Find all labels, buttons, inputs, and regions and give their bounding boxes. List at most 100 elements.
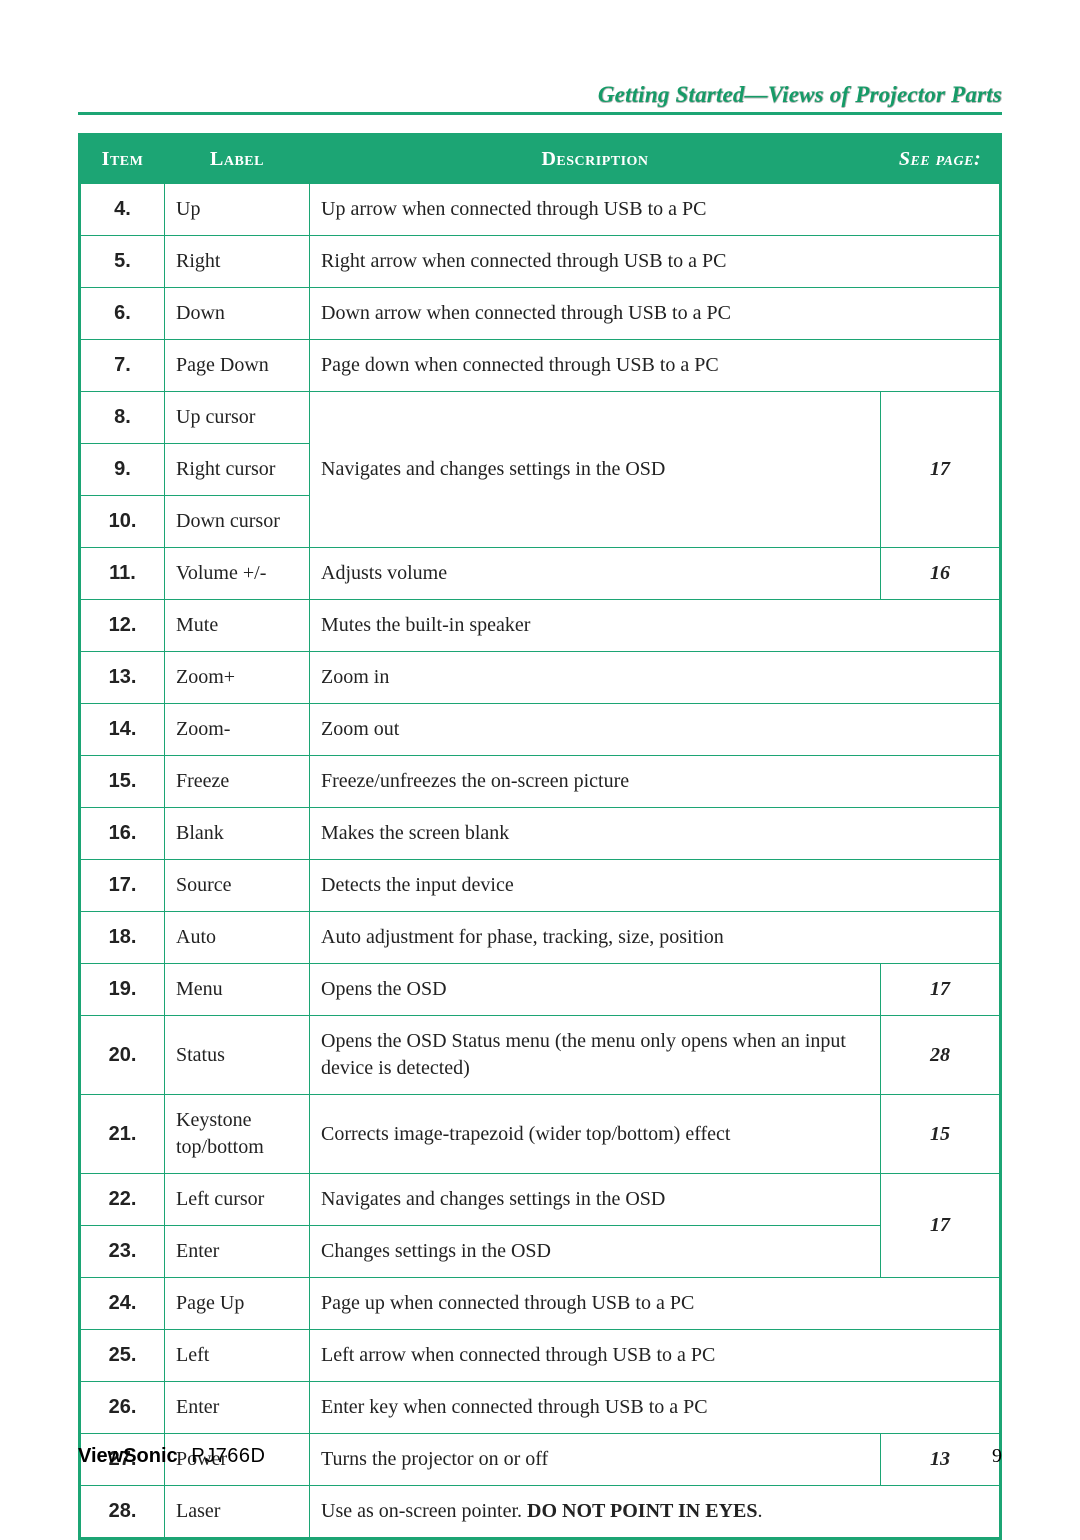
table-row: 14. Zoom- Zoom out	[80, 704, 1001, 756]
cell-desc: Page up when connected through USB to a …	[310, 1278, 1001, 1330]
cell-desc: Up arrow when connected through USB to a…	[310, 184, 1001, 236]
table-row: 7. Page Down Page down when connected th…	[80, 340, 1001, 392]
footer-brand: ViewSonic	[78, 1445, 178, 1467]
footer-page-number: 9	[992, 1445, 1002, 1468]
cell-label: Mute	[165, 600, 310, 652]
cell-page: 17	[881, 1174, 1001, 1278]
table-row: 16. Blank Makes the screen blank	[80, 808, 1001, 860]
cell-label: Down cursor	[165, 496, 310, 548]
cell-label: Blank	[165, 808, 310, 860]
table-row: 4. Up Up arrow when connected through US…	[80, 184, 1001, 236]
desc-warning: DO NOT POINT IN EYES	[527, 1500, 757, 1522]
cell-desc: Opens the OSD Status menu (the menu only…	[310, 1016, 881, 1095]
table-row: 24. Page Up Page up when connected throu…	[80, 1278, 1001, 1330]
table-header-row: Item Label Description See page:	[80, 135, 1001, 184]
footer-left: ViewSonic PJ766D	[78, 1445, 265, 1468]
cell-item: 22.	[80, 1174, 165, 1226]
cell-item: 25.	[80, 1330, 165, 1382]
cell-label: Enter	[165, 1382, 310, 1434]
cell-item: 9.	[80, 444, 165, 496]
cell-label: Enter	[165, 1226, 310, 1278]
col-header-item: Item	[80, 135, 165, 184]
page-footer: ViewSonic PJ766D 9	[78, 1445, 1002, 1468]
footer-model: PJ766D	[191, 1445, 265, 1467]
cell-label: Right cursor	[165, 444, 310, 496]
cell-desc: Navigates and changes settings in the OS…	[310, 392, 881, 548]
cell-desc: Adjusts volume	[310, 548, 881, 600]
cell-label: Up cursor	[165, 392, 310, 444]
table-row: 20. Status Opens the OSD Status menu (th…	[80, 1016, 1001, 1095]
cell-label: Zoom+	[165, 652, 310, 704]
section-title: Getting Started—Views of Projector Parts	[78, 82, 1002, 112]
cell-item: 10.	[80, 496, 165, 548]
cell-desc: Mutes the built-in speaker	[310, 600, 1001, 652]
cell-label: Laser	[165, 1486, 310, 1539]
cell-item: 17.	[80, 860, 165, 912]
section-divider	[78, 112, 1002, 115]
cell-item: 6.	[80, 288, 165, 340]
cell-desc: Detects the input device	[310, 860, 1001, 912]
cell-label: Freeze	[165, 756, 310, 808]
table-row: 5. Right Right arrow when connected thro…	[80, 236, 1001, 288]
table-row: 17. Source Detects the input device	[80, 860, 1001, 912]
cell-item: 28.	[80, 1486, 165, 1539]
desc-suffix: .	[757, 1500, 762, 1522]
cell-label: Left	[165, 1330, 310, 1382]
cell-page: 16	[881, 548, 1001, 600]
col-header-seepage: See page:	[881, 135, 1001, 184]
cell-desc: Navigates and changes settings in the OS…	[310, 1174, 881, 1226]
cell-page: 15	[881, 1095, 1001, 1174]
cell-item: 11.	[80, 548, 165, 600]
table-row: 8. Up cursor Navigates and changes setti…	[80, 392, 1001, 444]
table-row: 18. Auto Auto adjustment for phase, trac…	[80, 912, 1001, 964]
table-row: 26. Enter Enter key when connected throu…	[80, 1382, 1001, 1434]
table-row: 25. Left Left arrow when connected throu…	[80, 1330, 1001, 1382]
table-row: 12. Mute Mutes the built-in speaker	[80, 600, 1001, 652]
cell-desc: Enter key when connected through USB to …	[310, 1382, 1001, 1434]
col-header-description: Description	[310, 135, 881, 184]
cell-item: 16.	[80, 808, 165, 860]
table-row: 23. Enter Changes settings in the OSD	[80, 1226, 1001, 1278]
cell-item: 19.	[80, 964, 165, 1016]
cell-page: 28	[881, 1016, 1001, 1095]
cell-label: Right	[165, 236, 310, 288]
cell-item: 5.	[80, 236, 165, 288]
cell-label: Keystone top/bottom	[165, 1095, 310, 1174]
table-row: 15. Freeze Freeze/unfreezes the on-scree…	[80, 756, 1001, 808]
cell-label: Status	[165, 1016, 310, 1095]
cell-desc: Use as on-screen pointer. DO NOT POINT I…	[310, 1486, 1001, 1539]
cell-page: 17	[881, 392, 1001, 548]
cell-label: Left cursor	[165, 1174, 310, 1226]
table-row: 28. Laser Use as on-screen pointer. DO N…	[80, 1486, 1001, 1539]
table-row: 21. Keystone top/bottom Corrects image-t…	[80, 1095, 1001, 1174]
cell-label: Menu	[165, 964, 310, 1016]
cell-item: 12.	[80, 600, 165, 652]
cell-desc: Page down when connected through USB to …	[310, 340, 1001, 392]
section-title-text: Getting Started—Views of Projector Parts	[598, 82, 1002, 107]
cell-item: 7.	[80, 340, 165, 392]
cell-item: 26.	[80, 1382, 165, 1434]
table-row: 13. Zoom+ Zoom in	[80, 652, 1001, 704]
table-row: 11. Volume +/- Adjusts volume 16	[80, 548, 1001, 600]
cell-item: 14.	[80, 704, 165, 756]
cell-desc: Zoom in	[310, 652, 1001, 704]
cell-desc: Right arrow when connected through USB t…	[310, 236, 1001, 288]
cell-desc: Corrects image-trapezoid (wider top/bott…	[310, 1095, 881, 1174]
table-row: 22. Left cursor Navigates and changes se…	[80, 1174, 1001, 1226]
cell-item: 18.	[80, 912, 165, 964]
cell-desc: Left arrow when connected through USB to…	[310, 1330, 1001, 1382]
cell-item: 20.	[80, 1016, 165, 1095]
cell-item: 8.	[80, 392, 165, 444]
cell-desc: Zoom out	[310, 704, 1001, 756]
col-header-label: Label	[165, 135, 310, 184]
cell-item: 13.	[80, 652, 165, 704]
cell-label: Zoom-	[165, 704, 310, 756]
table-row: 19. Menu Opens the OSD 17	[80, 964, 1001, 1016]
cell-desc: Opens the OSD	[310, 964, 881, 1016]
cell-page: 17	[881, 964, 1001, 1016]
cell-desc: Changes settings in the OSD	[310, 1226, 881, 1278]
cell-label: Page Up	[165, 1278, 310, 1330]
cell-item: 23.	[80, 1226, 165, 1278]
cell-label: Auto	[165, 912, 310, 964]
cell-label: Down	[165, 288, 310, 340]
